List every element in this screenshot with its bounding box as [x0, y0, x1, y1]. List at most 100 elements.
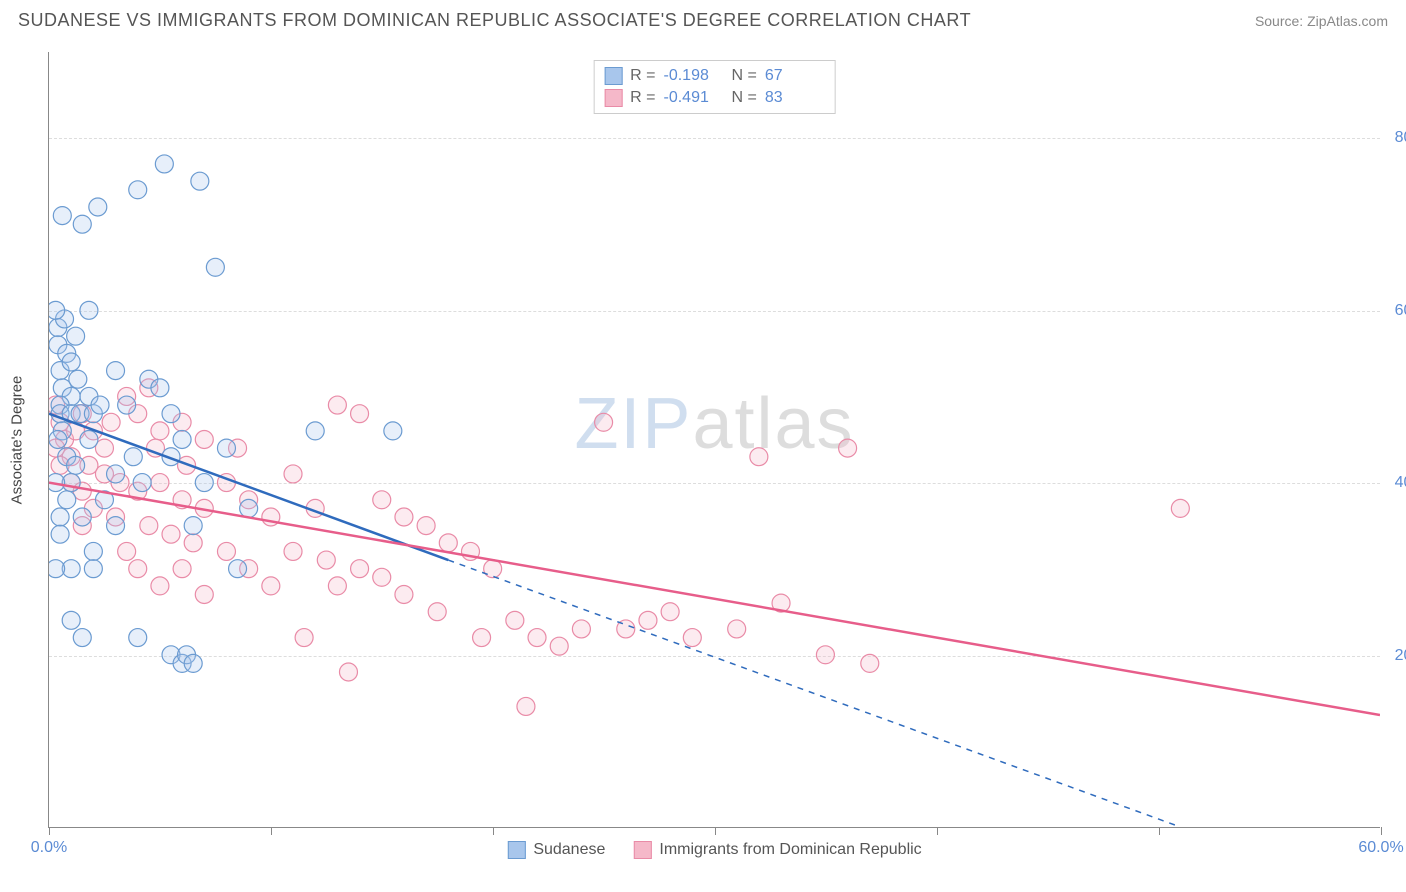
- scatter-point: [49, 560, 65, 578]
- scatter-point: [89, 198, 107, 216]
- scatter-point: [191, 172, 209, 190]
- scatter-point: [1171, 499, 1189, 517]
- scatter-point: [295, 629, 313, 647]
- legend-item-2: Immigrants from Dominican Republic: [633, 841, 921, 859]
- scatter-point: [373, 568, 391, 586]
- scatter-point: [51, 508, 69, 526]
- scatter-point: [49, 301, 65, 319]
- scatter-point: [129, 629, 147, 647]
- x-tick: [1381, 827, 1382, 835]
- scatter-point: [80, 431, 98, 449]
- scatter-point: [195, 431, 213, 449]
- scatter-point: [417, 517, 435, 535]
- swatch-series-1: [604, 67, 622, 85]
- scatter-point: [184, 654, 202, 672]
- series-legend: Sudanese Immigrants from Dominican Repub…: [507, 841, 921, 859]
- scatter-point: [750, 448, 768, 466]
- scatter-point: [373, 491, 391, 509]
- x-tick: [49, 827, 50, 835]
- n-value-1: 67: [765, 67, 825, 85]
- scatter-point: [306, 422, 324, 440]
- scatter-point: [217, 542, 235, 560]
- scatter-svg: [49, 52, 1380, 827]
- chart-title: SUDANESE VS IMMIGRANTS FROM DOMINICAN RE…: [18, 10, 971, 31]
- scatter-point: [129, 560, 147, 578]
- scatter-point: [107, 362, 125, 380]
- swatch-series-2: [604, 89, 622, 107]
- scatter-point: [67, 456, 85, 474]
- x-tick: [937, 827, 938, 835]
- scatter-point: [351, 405, 369, 423]
- y-axis-label: Associate's Degree: [9, 375, 26, 504]
- scatter-point: [91, 396, 109, 414]
- scatter-point: [69, 370, 87, 388]
- scatter-point: [58, 491, 76, 509]
- legend-swatch-2: [633, 841, 651, 859]
- scatter-point: [661, 603, 679, 621]
- x-tick: [1159, 827, 1160, 835]
- scatter-point: [118, 542, 136, 560]
- n-label: N =: [732, 89, 757, 107]
- scatter-point: [328, 396, 346, 414]
- scatter-point: [80, 301, 98, 319]
- chart-plot-area: Associate's Degree ZIPatlas 20.0%40.0%60…: [48, 52, 1380, 828]
- scatter-point: [595, 413, 613, 431]
- x-tick: [715, 827, 716, 835]
- scatter-point: [683, 629, 701, 647]
- scatter-point: [395, 508, 413, 526]
- scatter-point: [84, 542, 102, 560]
- scatter-point: [351, 560, 369, 578]
- scatter-point: [73, 508, 91, 526]
- scatter-point: [151, 577, 169, 595]
- scatter-point: [102, 413, 120, 431]
- scatter-point: [262, 577, 280, 595]
- scatter-point: [151, 422, 169, 440]
- source-attribution: Source: ZipAtlas.com: [1255, 13, 1388, 29]
- r-label: R =: [630, 89, 655, 107]
- scatter-point: [572, 620, 590, 638]
- scatter-point: [328, 577, 346, 595]
- scatter-point: [284, 465, 302, 483]
- scatter-point: [339, 663, 357, 681]
- scatter-point: [173, 560, 191, 578]
- y-tick-label: 40.0%: [1385, 474, 1406, 492]
- y-tick-label: 20.0%: [1385, 647, 1406, 665]
- scatter-point: [162, 525, 180, 543]
- scatter-point: [528, 629, 546, 647]
- legend-swatch-1: [507, 841, 525, 859]
- r-value-1: -0.198: [664, 67, 724, 85]
- n-value-2: 83: [765, 89, 825, 107]
- scatter-point: [217, 439, 235, 457]
- r-value-2: -0.491: [664, 89, 724, 107]
- r-label: R =: [630, 67, 655, 85]
- scatter-point: [124, 448, 142, 466]
- scatter-point: [439, 534, 457, 552]
- correlation-row-2: R = -0.491 N = 83: [604, 87, 825, 109]
- scatter-point: [473, 629, 491, 647]
- x-tick: [493, 827, 494, 835]
- scatter-point: [839, 439, 857, 457]
- scatter-point: [133, 474, 151, 492]
- trend-line-dashed: [448, 560, 1180, 827]
- x-tick: [271, 827, 272, 835]
- scatter-point: [62, 611, 80, 629]
- scatter-point: [639, 611, 657, 629]
- scatter-point: [73, 629, 91, 647]
- scatter-point: [229, 560, 247, 578]
- n-label: N =: [732, 67, 757, 85]
- correlation-row-1: R = -0.198 N = 67: [604, 65, 825, 87]
- scatter-point: [506, 611, 524, 629]
- scatter-point: [73, 215, 91, 233]
- scatter-point: [861, 654, 879, 672]
- legend-item-1: Sudanese: [507, 841, 605, 859]
- scatter-point: [195, 586, 213, 604]
- scatter-point: [107, 517, 125, 535]
- scatter-point: [107, 465, 125, 483]
- scatter-point: [155, 155, 173, 173]
- scatter-point: [240, 499, 258, 517]
- y-tick-label: 60.0%: [1385, 302, 1406, 320]
- scatter-point: [195, 474, 213, 492]
- scatter-point: [51, 525, 69, 543]
- x-tick-label: 60.0%: [1358, 839, 1403, 857]
- scatter-point: [384, 422, 402, 440]
